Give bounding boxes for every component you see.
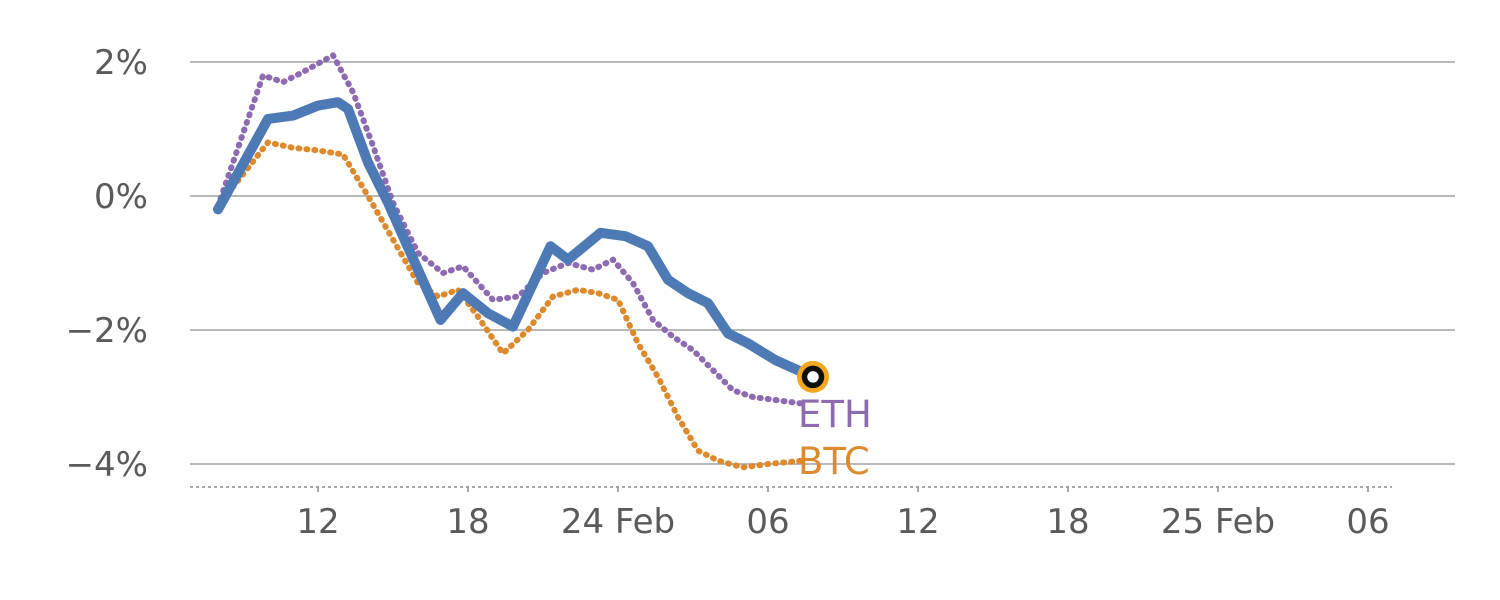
series-line-portfolio: [213, 97, 818, 382]
series-label-btc: BTC: [798, 440, 870, 483]
y-tick-label: 2%: [94, 43, 148, 83]
x-tick-label: 18: [1046, 502, 1089, 542]
series-line-eth: [215, 52, 806, 407]
x-tick-label: 25 Feb: [1161, 502, 1275, 542]
series-label-eth: ETH: [798, 393, 872, 436]
y-tick-label: −2%: [66, 311, 148, 351]
series-line-btc: [215, 139, 806, 471]
x-tick-label: 12: [296, 502, 339, 542]
x-tick-label: 18: [446, 502, 489, 542]
x-tick-label: 06: [746, 502, 789, 542]
x-tick-label: 24 Feb: [561, 502, 675, 542]
current-point-marker-ring[interactable]: [801, 365, 825, 389]
y-tick-label: 0%: [94, 177, 148, 217]
x-tick-label: 12: [896, 502, 939, 542]
y-tick-label: −4%: [66, 445, 148, 485]
x-tick-label: 06: [1346, 502, 1389, 542]
